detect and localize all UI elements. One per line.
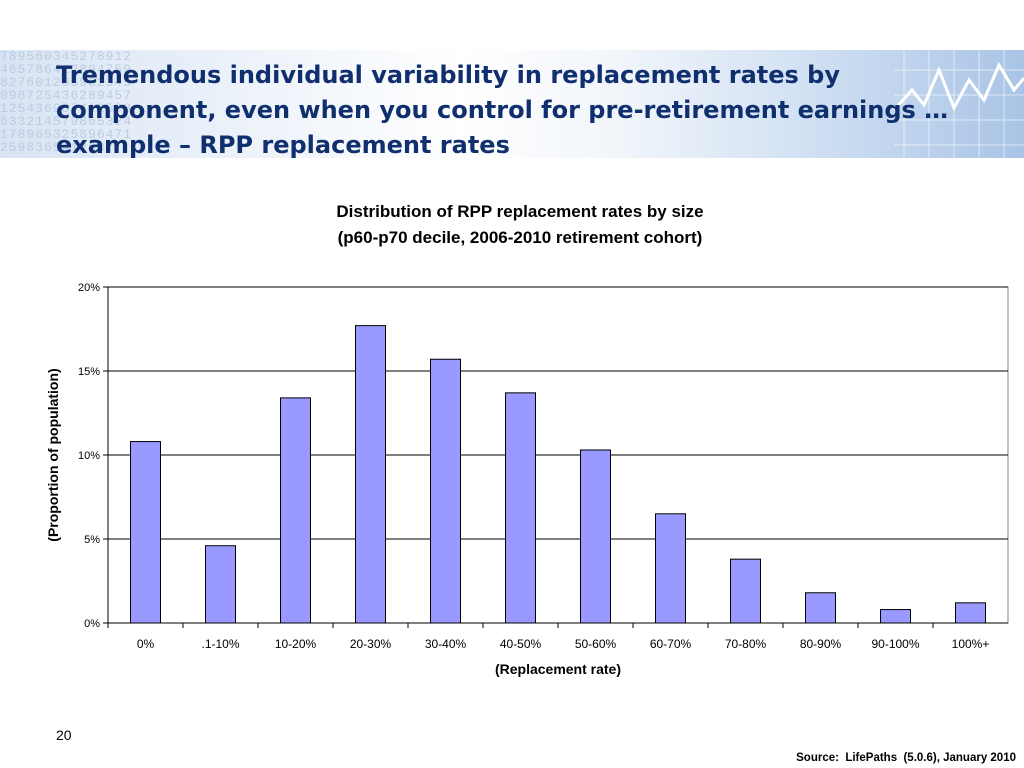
line-graph-icon (894, 50, 1024, 158)
x-tick-label: .1-10% (201, 637, 239, 651)
y-axis-title: (Proportion of population) (45, 368, 61, 542)
bar (280, 397, 311, 624)
y-tick-label: 20% (78, 282, 100, 294)
bar (580, 449, 611, 624)
bar (505, 392, 536, 624)
x-tick-label: 40-50% (500, 637, 542, 651)
bar (955, 602, 986, 624)
x-tick-label: 10-20% (275, 637, 317, 651)
chart-title: Distribution of RPP replacement rates by… (336, 202, 704, 221)
y-tick-label: 15% (78, 366, 100, 378)
title-banner: 7895603452789124657864128947598276012659… (0, 50, 1024, 158)
x-tick-label: 30-40% (425, 637, 467, 651)
bar (205, 545, 236, 624)
source-note: Source: LifePaths (5.0.6), January 2010 (796, 752, 1016, 764)
y-tick-label: 5% (84, 534, 100, 546)
banner-digits-decoration: 7895603452789124657864128947598276012659… (0, 50, 133, 155)
x-tick-label: 60-70% (650, 637, 692, 651)
x-tick-label: 0% (137, 637, 155, 651)
x-tick-label: 100%+ (952, 637, 990, 651)
page-number: 20 (56, 727, 72, 743)
x-tick-label: 90-100% (871, 637, 919, 651)
bar (655, 513, 686, 624)
y-tick-label: 10% (78, 450, 100, 462)
x-tick-label: 80-90% (800, 637, 842, 651)
slide-title: Tremendous individual variability in rep… (56, 61, 949, 159)
x-tick-label: 50-60% (575, 637, 617, 651)
bar (430, 358, 461, 624)
x-axis-title: (Replacement rate) (494, 661, 622, 677)
bar (730, 558, 761, 624)
x-tick-label: 20-30% (350, 637, 392, 651)
bar (880, 609, 911, 624)
x-tick-label: 70-80% (725, 637, 767, 651)
y-tick-label: 0% (84, 618, 100, 630)
chart-subtitle: (p60-p70 decile, 2006-2010 retirement co… (337, 228, 703, 247)
bar (355, 325, 386, 624)
bar (805, 592, 836, 624)
chart-title-block: Distribution of RPP replacement rates by… (200, 199, 840, 251)
bar (130, 441, 161, 624)
